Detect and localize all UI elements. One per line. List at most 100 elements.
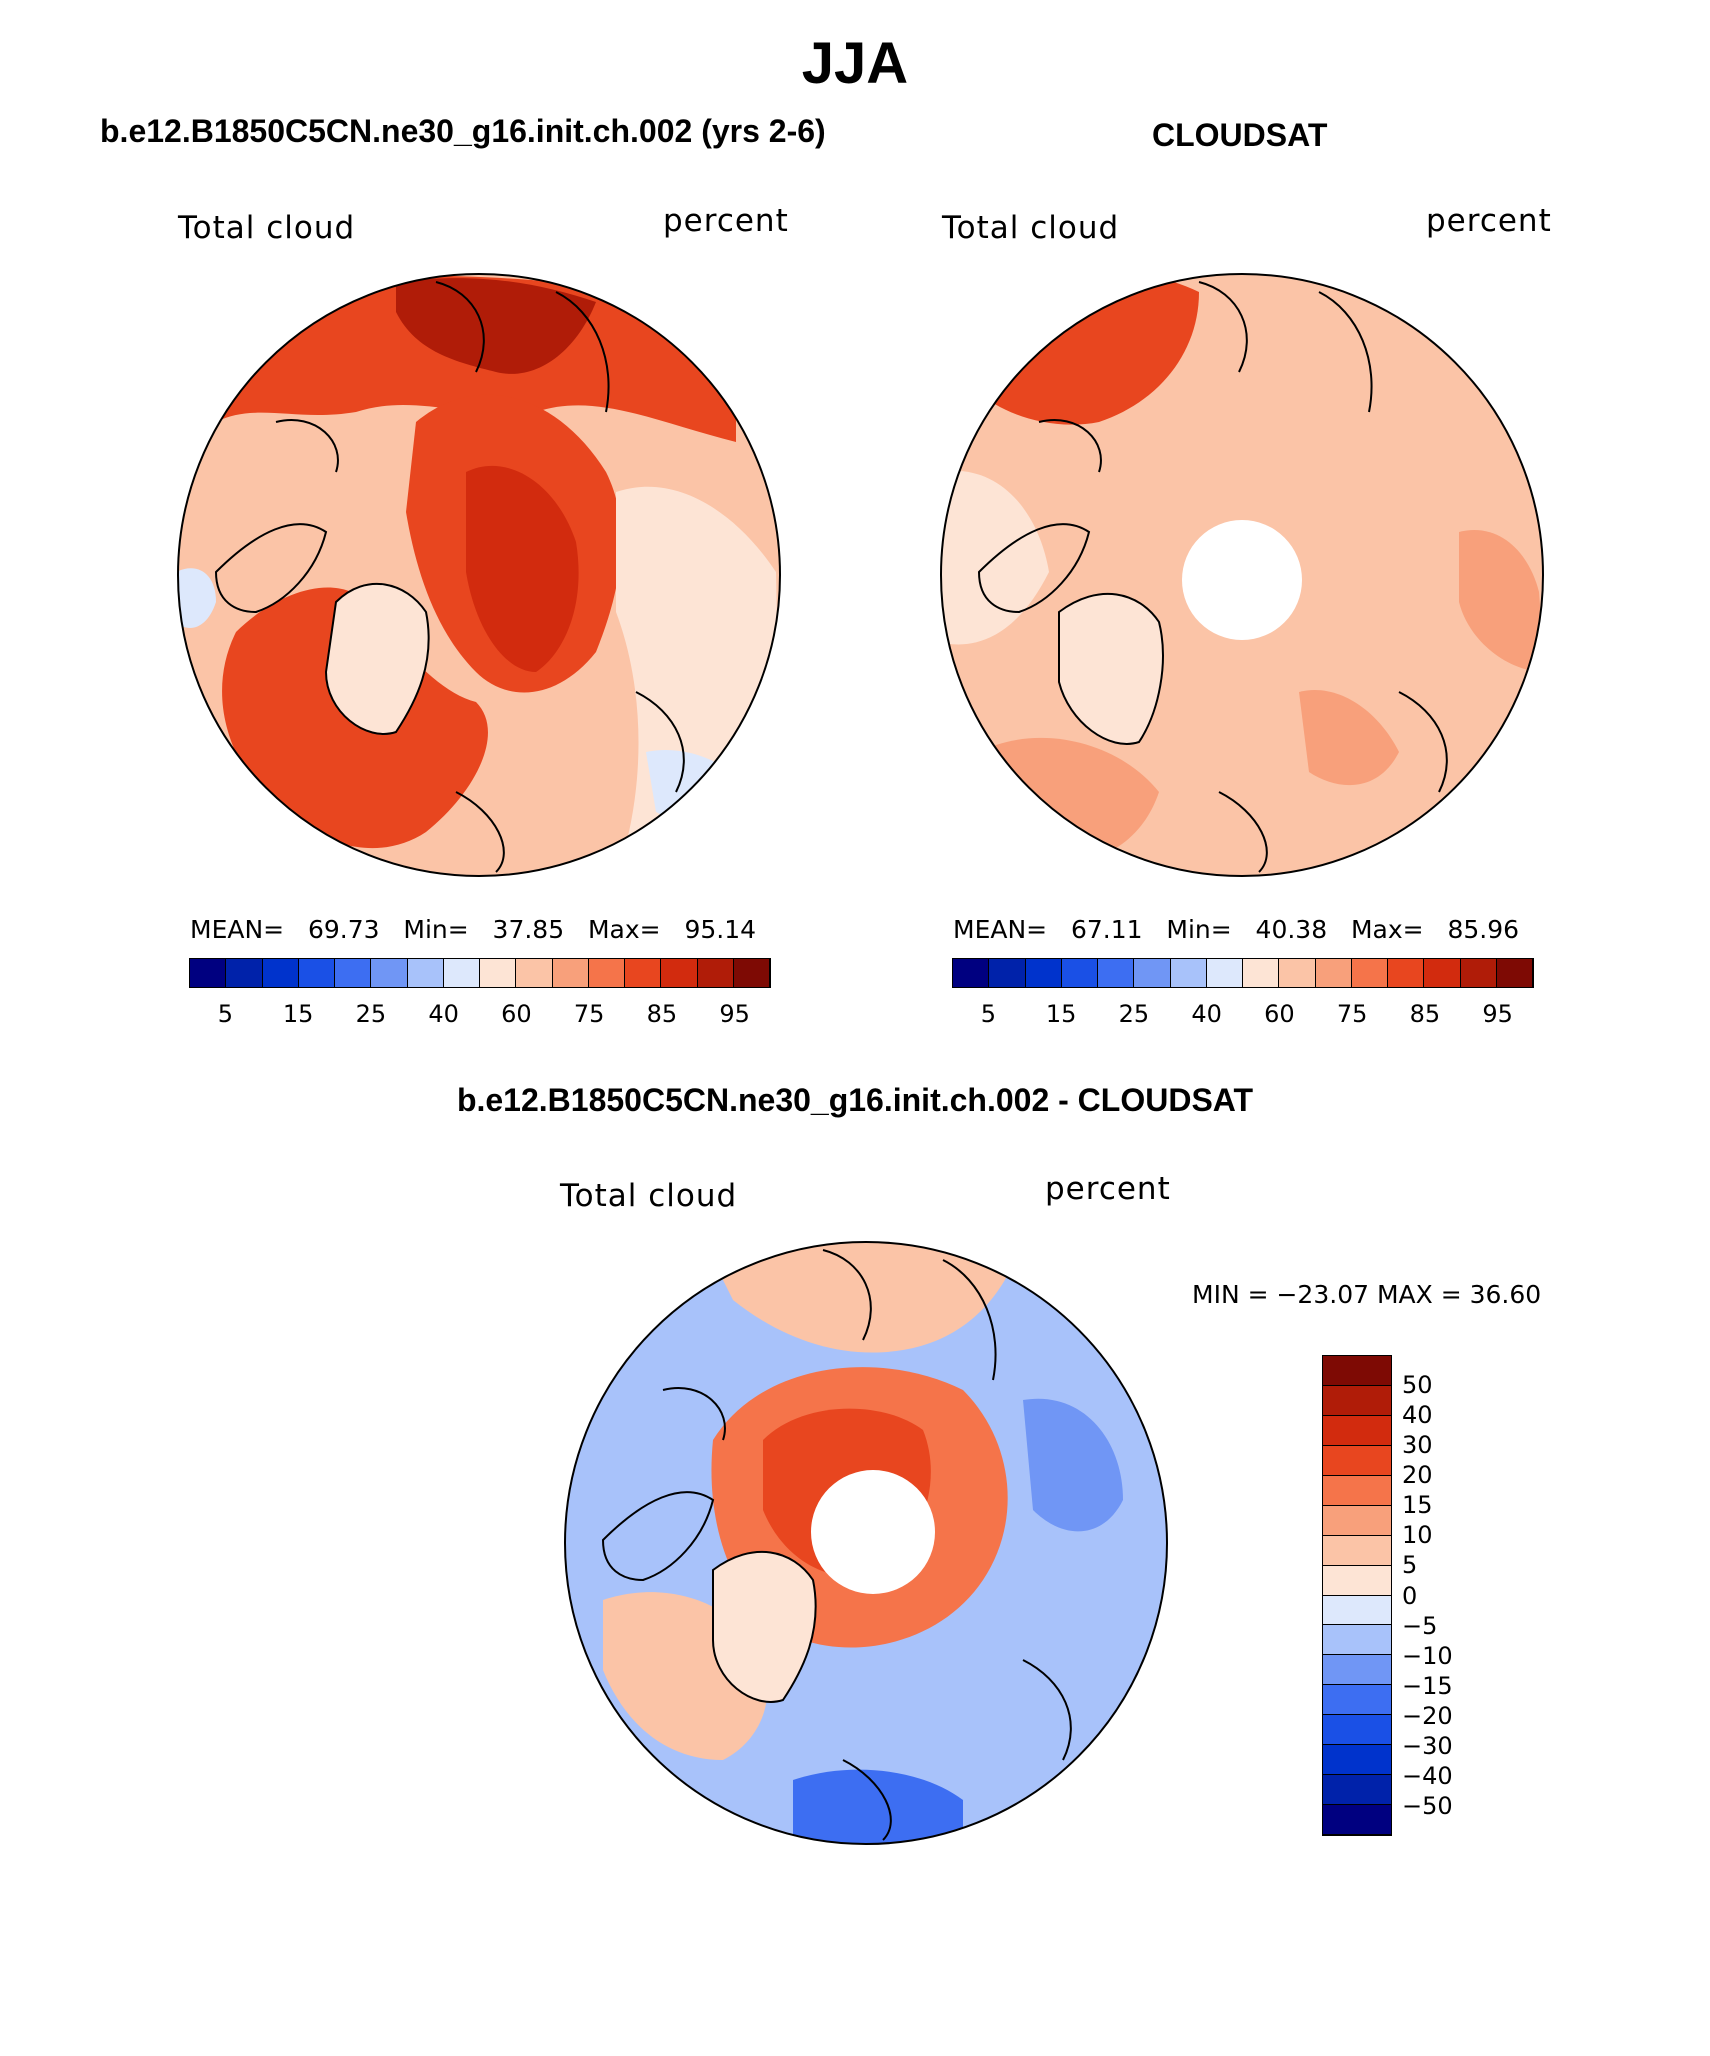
model-colorbar-swatch [625, 959, 662, 987]
obs-min-value: 40.38 [1255, 915, 1328, 944]
model-colorbar [189, 958, 771, 988]
model-colorbar-swatch [190, 959, 227, 987]
model-colorbar-swatch [335, 959, 372, 987]
diff-colorbar-tick-label: 0 [1402, 1581, 1418, 1610]
diff-range-text: MIN = −23.07 MAX = 36.60 [1192, 1280, 1542, 1309]
model-mean-label: MEAN= [190, 915, 285, 944]
obs-colorbar-tick-label: 75 [1336, 1000, 1368, 1028]
diff-greenland-outline [712, 1550, 817, 1703]
diff-colorbar-tick-label: 5 [1402, 1551, 1418, 1580]
obs-colorbar-labels: 5 15 25 40 60 75 85 95 [952, 1000, 1534, 1030]
obs-colorbar-swatch [1025, 959, 1062, 987]
diff-polar-map [564, 1241, 1168, 1845]
diff-panel-title: b.e12.B1850C5CN.ne30_g16.init.ch.002 - C… [456, 1082, 1254, 1118]
diff-region-north-positive [703, 1242, 1023, 1353]
obs-colorbar-tick-label: 85 [1409, 1000, 1441, 1028]
diff-colorbar-swatch [1323, 1745, 1391, 1776]
model-colorbar-swatch [226, 959, 263, 987]
obs-colorbar-swatch [1315, 959, 1352, 987]
obs-colorbar-tick-label: 60 [1264, 1000, 1295, 1028]
obs-colorbar-swatch [1134, 959, 1171, 987]
model-colorbar-swatch [516, 959, 553, 987]
model-max-label: Max= [587, 915, 661, 944]
obs-units-label: percent [1426, 203, 1552, 239]
obs-greenland-outline [1058, 592, 1164, 745]
diff-colorbar-swatch [1323, 1625, 1391, 1656]
obs-colorbar-swatch [1243, 959, 1280, 987]
obs-colorbar-swatch [1206, 959, 1243, 987]
obs-colorbar-swatch [1351, 959, 1388, 987]
model-stats: MEAN= 69.73 Min= 37.85 Max= 95.14 [190, 915, 756, 944]
diff-colorbar-swatch [1323, 1655, 1391, 1686]
diff-colorbar-tick-label: 30 [1402, 1431, 1433, 1460]
model-variable-label: Total cloud [178, 210, 356, 246]
diff-colorbar-swatch [1323, 1535, 1391, 1566]
model-mean-value: 69.73 [307, 915, 380, 944]
model-colorbar-swatch [552, 959, 589, 987]
model-colorbar-swatch [733, 959, 770, 987]
diff-colorbar-labels: 50 40 30 20 15 10 5 0 −5 −10 −15 −20 −30 −40 −50 [1402, 1355, 1502, 1836]
obs-colorbar-tick-label: 15 [1045, 1000, 1077, 1028]
model-colorbar-tick-label: 25 [355, 1000, 387, 1028]
diff-region-pacific-negative [1023, 1398, 1123, 1532]
model-colorbar-tick-label: 60 [501, 1000, 532, 1028]
obs-max-value: 85.96 [1447, 915, 1520, 944]
diff-colorbar [1322, 1355, 1392, 1836]
diff-colorbar-swatch [1323, 1595, 1391, 1626]
diff-map-border [564, 1241, 1168, 1845]
diff-colorbar-swatch [1323, 1415, 1391, 1446]
diff-colorbar-tick-label: 10 [1402, 1521, 1433, 1550]
model-units-label: percent [663, 203, 789, 239]
model-colorbar-swatch [588, 959, 625, 987]
model-colorbar-swatch [661, 959, 698, 987]
diff-colorbar-tick-label: −15 [1402, 1671, 1453, 1700]
diff-colorbar-swatch [1323, 1445, 1391, 1476]
model-colorbar-swatch [262, 959, 299, 987]
diff-colorbar-swatch [1323, 1505, 1391, 1536]
obs-cloud-region-east [1459, 530, 1543, 672]
obs-pole-hole [1182, 520, 1302, 640]
diff-colorbar-tick-label: −20 [1402, 1701, 1453, 1730]
diff-colorbar-tick-label: 40 [1402, 1401, 1433, 1430]
obs-colorbar-tick-label: 5 [980, 1000, 997, 1028]
model-polar-map [177, 273, 781, 877]
model-colorbar-swatch [371, 959, 408, 987]
model-colorbar-swatch [480, 959, 517, 987]
diff-pole-hole [811, 1470, 935, 1594]
diff-colorbar-swatch [1323, 1775, 1391, 1806]
obs-colorbar-swatch [1279, 959, 1316, 987]
obs-coastlines [977, 281, 1448, 873]
model-colorbar-tick-label: 75 [573, 1000, 605, 1028]
obs-colorbar-swatch [989, 959, 1026, 987]
diff-colorbar-swatch [1323, 1385, 1391, 1416]
obs-mean-label: MEAN= [953, 915, 1048, 944]
diff-colorbar-swatch [1323, 1475, 1391, 1506]
model-greenland-outline [324, 583, 430, 735]
diff-colorbar-tick-label: −10 [1402, 1641, 1453, 1670]
model-colorbar-swatch [298, 959, 335, 987]
obs-colorbar-swatch [953, 959, 990, 987]
model-panel-title: b.e12.B1850C5CN.ne30_g16.init.ch.002 (yr… [100, 113, 826, 149]
model-colorbar-tick-label: 40 [428, 1000, 459, 1028]
model-cloud-region-low-east [646, 750, 766, 831]
diff-colorbar-swatch [1323, 1565, 1391, 1596]
model-map-border [177, 273, 781, 877]
diff-colorbar-swatch [1323, 1356, 1391, 1386]
model-min-value: 37.85 [492, 915, 565, 944]
obs-colorbar-swatch [1496, 959, 1533, 987]
model-coastlines [214, 281, 685, 873]
obs-colorbar-swatch [1460, 959, 1497, 987]
diff-variable-label: Total cloud [560, 1178, 738, 1214]
diff-colorbar-tick-label: −5 [1402, 1611, 1438, 1640]
obs-panel-title: CLOUDSAT [1152, 117, 1328, 153]
diff-colorbar-swatch [1323, 1685, 1391, 1716]
obs-mean-value: 67.11 [1070, 915, 1143, 944]
diff-colorbar-swatch [1323, 1715, 1391, 1746]
obs-cloud-region-southeast [1299, 690, 1399, 786]
model-colorbar-swatch [407, 959, 444, 987]
model-cloud-region-arctic-core [466, 465, 579, 672]
obs-colorbar-tick-label: 25 [1118, 1000, 1150, 1028]
model-colorbar-tick-label: 15 [282, 1000, 314, 1028]
obs-max-label: Max= [1350, 915, 1424, 944]
obs-colorbar-swatch [1170, 959, 1207, 987]
